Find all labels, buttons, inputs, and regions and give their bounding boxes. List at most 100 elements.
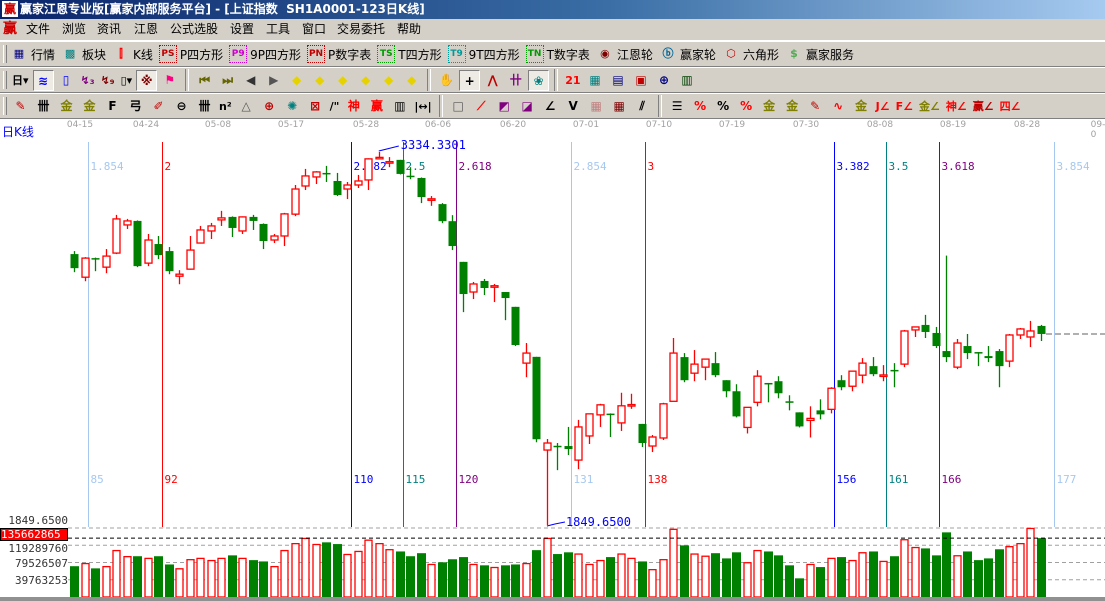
brain-icon[interactable]: ❀ [528,69,550,91]
scroll-right-icon[interactable]: ▶ [269,72,279,87]
box-fan-down-icon[interactable]: ◪ [521,98,533,113]
line-draw-icon[interactable]: ⋀ [487,72,498,87]
triangle-icon[interactable]: △ [241,98,251,113]
hash-lines-icon[interactable]: 卌 [37,98,50,113]
angle-lines-icon[interactable]: /" [329,99,340,113]
save-disk-icon[interactable]: ▣ [635,72,647,87]
calendar-icon[interactable]: 21 [565,73,581,87]
menu-trade[interactable]: 交易委托 [337,22,386,36]
gold-lines-icon[interactable]: 金 [60,98,73,113]
toolbar-button-ps-box[interactable]: PS P四方形 [158,43,223,65]
toolbar-button-tn-box[interactable]: TN T数字表 [525,43,590,65]
toolbar-button-quote-table[interactable]: ▦ 行情 [10,43,55,65]
toolbar-button-gann-wheel[interactable]: ◉ 江恩轮 [596,43,653,65]
menu-logo-icon[interactable]: 赢 [3,21,17,37]
menu-gann[interactable]: 江恩 [134,22,159,36]
table-lines-icon[interactable]: ☰ [671,98,683,113]
indicator-icon[interactable]: 卄 [509,72,522,87]
last-page-icon[interactable]: ⏭ [222,72,234,87]
toolbar-button-ts-box[interactable]: TS T四方形 [377,43,442,65]
scroll-left-icon[interactable]: ◀ [246,72,256,87]
expand-horizontal-icon[interactable]: ◆ [338,72,348,87]
toolbar-button-pn-box[interactable]: PN P数字表 [307,43,371,65]
toolbar-button-hexagon[interactable]: ⬡ 六角形 [722,43,779,65]
grid-arrow-icon[interactable]: ▦ [613,98,625,113]
pen-stand-icon[interactable]: ✎ [810,98,821,113]
ruler-icon[interactable]: ▥ [394,98,406,113]
target-icon[interactable]: ⊕ [264,98,275,113]
move-right-icon[interactable]: ◆ [315,72,325,87]
shen-icon[interactable]: 神 [347,98,360,113]
menu-settings[interactable]: 设置 [230,22,255,36]
menu-tools[interactable]: 工具 [266,22,291,36]
gold-box-icon[interactable]: 金 [855,98,868,113]
si-angle-icon[interactable]: 四∠ [999,99,1021,113]
box-icon[interactable]: □ [452,98,464,113]
web-square-icon[interactable]: ⊠ [310,98,321,113]
toolbar-button-dollar-service[interactable]: $ 赢家服务 [785,43,854,65]
j-angle-icon[interactable]: J∠ [875,99,890,113]
period-lines-icon[interactable]: 卌 [198,98,211,113]
ying-angle-icon[interactable]: 赢∠ [972,99,994,113]
candle-type-dropdown[interactable]: ▯▾ [120,73,133,87]
hand-pan-icon[interactable]: ✋ [439,72,455,87]
kline-chart-area[interactable] [0,119,1105,597]
toolbar-button-p9-box[interactable]: P9 9P四方形 [229,43,301,65]
toolbar-button-winner-wheel[interactable]: ⓑ 赢家轮 [659,43,716,65]
menu-window[interactable]: 窗口 [302,22,327,36]
toolbar-button-t9-box[interactable]: T9 9T四方形 [447,43,520,65]
pen-icon[interactable]: ✎ [15,98,26,113]
crosshair-icon[interactable]: + [459,69,481,91]
percent-icon[interactable]: % [717,98,730,113]
menu-help[interactable]: 帮助 [397,22,422,36]
circle-cycle-icon[interactable]: ⊖ [176,98,187,113]
toolbar-grip[interactable] [3,97,7,115]
box-fan-icon[interactable]: ◩ [498,98,510,113]
menu-file[interactable]: 文件 [26,22,51,36]
angle-fan-icon[interactable]: ∠ [544,98,556,113]
ying-icon[interactable]: 赢 [370,98,383,113]
wave-3-icon[interactable]: ↯₃ [80,73,95,87]
gold-angle-icon[interactable]: 金∠ [919,99,940,113]
shrink-horizontal-icon[interactable]: ◆ [361,72,371,87]
notepad-icon[interactable]: ▤ [612,72,624,87]
n-squared-icon[interactable]: n² [219,99,232,113]
menu-formula-screen[interactable]: 公式选股 [170,22,219,36]
web-icon[interactable]: ✺ [287,98,298,113]
shen-angle-icon[interactable]: 神∠ [945,99,967,113]
menu-info[interactable]: 资讯 [97,22,122,36]
clipboard-icon[interactable]: ▯ [62,72,70,87]
flag-icon[interactable]: ⚑ [164,72,176,87]
expand-all-icon[interactable]: ◆ [384,72,394,87]
spiral-icon[interactable]: 弓 [129,98,142,113]
gold-bars-icon[interactable]: 金 [786,98,799,113]
toolbar-button-candlestick[interactable]: ⫿ K线 [112,43,153,65]
first-page-icon[interactable]: ⏮ [199,72,211,87]
shrink-all-icon[interactable]: ◆ [407,72,417,87]
parallel-lines-icon[interactable]: ⫽ [639,98,645,113]
gold-split-icon[interactable]: 金 [83,98,96,113]
percent-slash-icon[interactable]: % [694,98,707,113]
toolbar-grip[interactable] [3,45,7,63]
fibonacci-f-icon[interactable]: F [108,98,117,113]
v-lines-icon[interactable]: V [568,98,578,113]
menu-browse[interactable]: 浏览 [62,22,87,36]
toolbar-button-sector-grid[interactable]: ▩ 板块 [61,43,106,65]
move-left-icon[interactable]: ◆ [292,72,302,87]
wave-chart-icon[interactable]: ≋ [32,69,54,91]
marker-pen-icon[interactable]: ✐ [153,98,164,113]
gold-circle-icon[interactable]: 金 [763,98,776,113]
f-angle-icon[interactable]: F∠ [895,99,914,113]
toolbar-grip[interactable] [3,71,7,89]
network-icon[interactable]: ⊕ [658,72,670,87]
period-day-dropdown[interactable]: 日▾ [12,73,29,87]
printer-icon[interactable]: ▥ [681,72,693,87]
horizontal-scrollbar[interactable] [0,597,1105,601]
wave-box-icon[interactable]: ∿ [833,98,844,113]
measure-width-icon[interactable]: |↔| [414,99,432,113]
calculator-icon[interactable]: ▦ [589,72,601,87]
percent-lines-icon[interactable]: % [740,98,753,113]
wave-9-icon[interactable]: ↯₉ [100,73,115,87]
grid-icon[interactable]: ▦ [590,98,602,113]
fan-lines-icon[interactable]: ⟋ [476,98,486,113]
